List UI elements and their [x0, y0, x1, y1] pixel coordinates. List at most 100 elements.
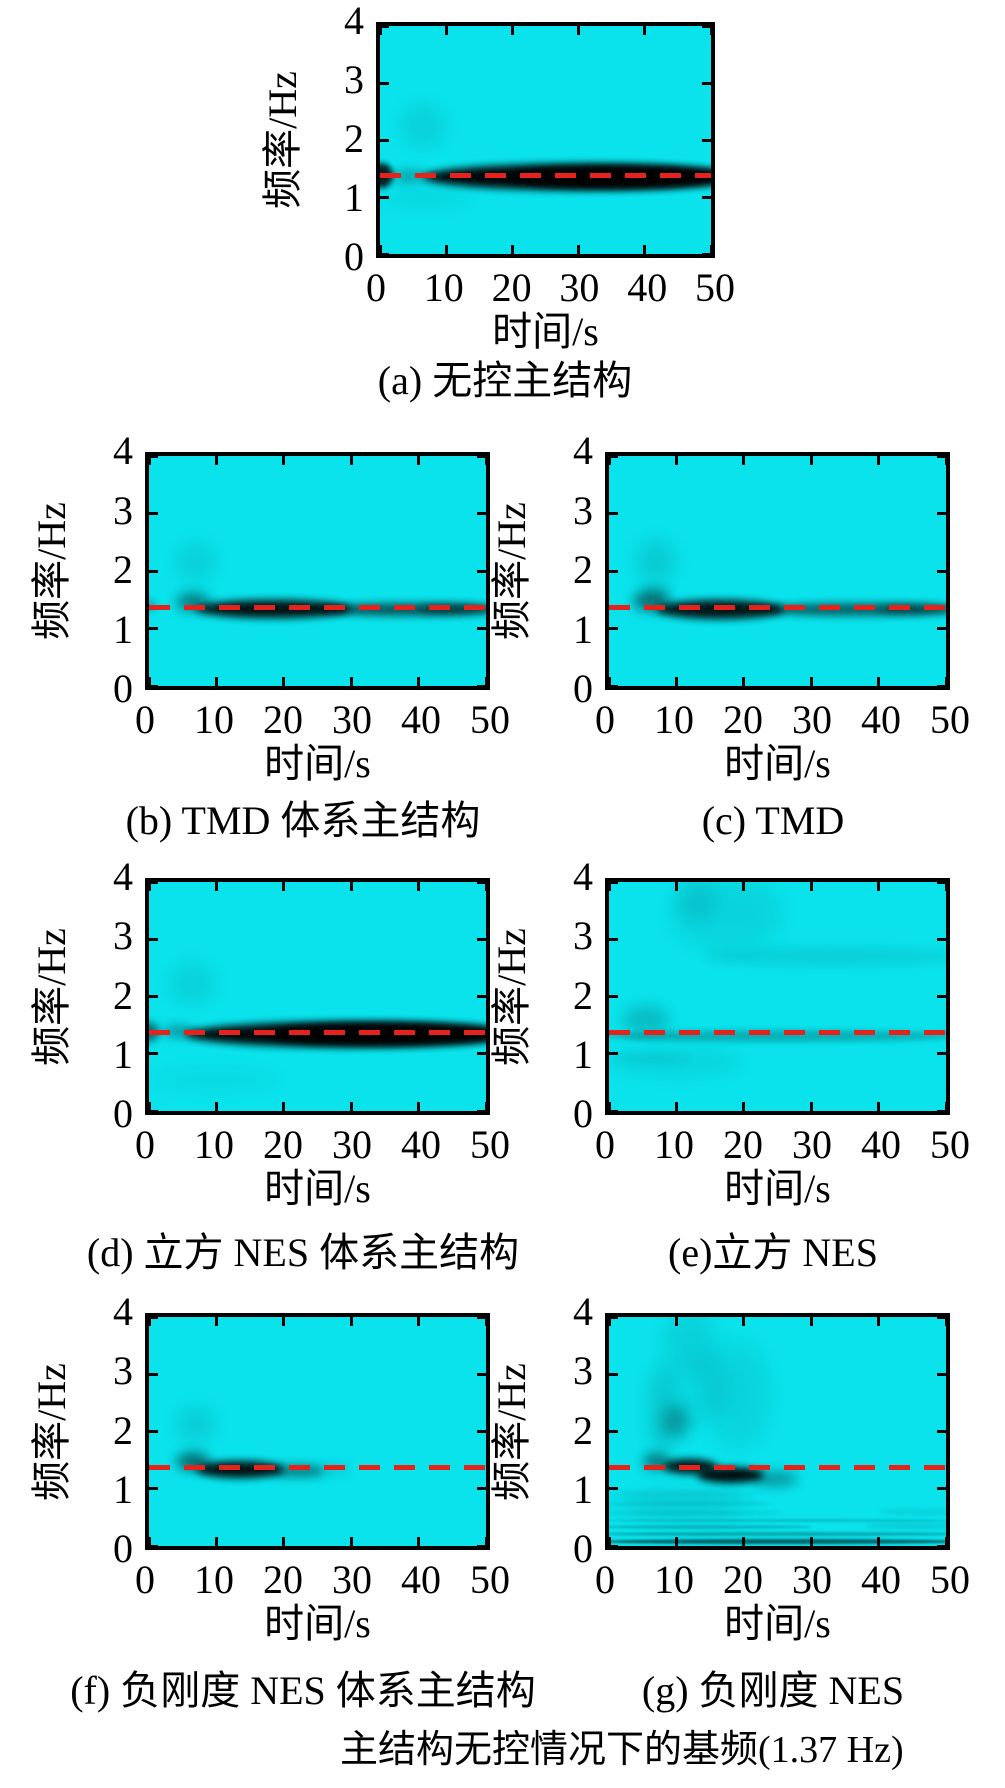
- x-tick-label: 30: [792, 1557, 832, 1602]
- x-tick-mark: [742, 1537, 746, 1546]
- energy-region: [635, 539, 677, 583]
- y-axis-label-text: 频率/Hz: [489, 502, 535, 640]
- y-tick-label: 0: [573, 666, 593, 711]
- x-tick-mark: [609, 456, 611, 465]
- x-tick-label: 30: [792, 697, 832, 742]
- y-tick-mark: [937, 1372, 946, 1376]
- energy-region: [609, 1501, 771, 1506]
- energy-region: [750, 1471, 798, 1486]
- x-axis-label: 时间/s: [724, 1601, 831, 1646]
- y-tick-mark: [477, 456, 486, 458]
- x-tick-mark: [510, 26, 514, 35]
- x-tick-mark: [809, 1317, 813, 1326]
- energy-region: [609, 1048, 744, 1077]
- x-tick-label: 50: [930, 697, 970, 742]
- y-tick-mark: [937, 882, 946, 884]
- caption-d: (d) 立方 NES 体系主结构: [86, 1230, 520, 1275]
- legend-dashed-line-swatch: [155, 1748, 301, 1754]
- energy-region: [609, 1491, 758, 1498]
- x-tick-mark: [742, 1317, 746, 1326]
- y-tick-mark: [937, 1430, 946, 1433]
- y-axis-label-text: 频率/Hz: [29, 927, 75, 1066]
- x-tick-mark: [417, 1317, 421, 1326]
- y-tick-mark: [477, 569, 486, 573]
- x-tick-label: 40: [861, 697, 901, 742]
- x-tick-mark: [349, 1537, 353, 1546]
- y-tick-label: 3: [573, 487, 593, 533]
- x-tick-mark: [809, 1102, 813, 1111]
- x-tick-label: 40: [861, 1122, 901, 1167]
- energy-region: [310, 1465, 352, 1475]
- y-tick-mark: [609, 937, 618, 941]
- x-tick-mark: [484, 677, 486, 686]
- x-tick-label: 40: [401, 1557, 441, 1602]
- x-tick-mark: [877, 882, 881, 891]
- x-tick-label: 0: [135, 1557, 155, 1602]
- x-tick-label: 10: [654, 1122, 694, 1167]
- x-tick-label: 50: [930, 1122, 970, 1167]
- x-tick-mark: [349, 1102, 353, 1111]
- y-tick-mark: [609, 882, 618, 884]
- x-tick-mark: [742, 456, 746, 465]
- x-tick-mark: [674, 882, 678, 891]
- x-tick-mark: [380, 245, 382, 254]
- energy-region: [622, 1005, 670, 1034]
- axes-e: [605, 878, 950, 1115]
- y-tick-mark: [702, 195, 711, 199]
- x-tick-mark: [417, 456, 421, 465]
- x-tick-mark: [417, 1537, 421, 1546]
- y-tick-mark: [702, 138, 711, 142]
- x-tick-mark: [674, 677, 678, 686]
- y-tick-label: 4: [573, 1289, 593, 1334]
- x-tick-mark: [742, 677, 746, 686]
- y-tick-label: 0: [344, 234, 364, 279]
- x-tick-mark: [349, 1317, 353, 1326]
- x-tick-label: 20: [263, 1557, 303, 1602]
- energy-region: [609, 1053, 690, 1063]
- y-tick-label: 2: [344, 116, 364, 161]
- energy-region: [703, 1339, 771, 1449]
- y-tick-mark: [702, 252, 711, 254]
- x-tick-label: 40: [401, 697, 441, 742]
- x-tick-label: 50: [470, 697, 510, 742]
- x-tick-label: 40: [401, 1122, 441, 1167]
- y-tick-mark: [937, 1487, 946, 1491]
- x-tick-label: 10: [423, 265, 464, 310]
- x-tick-label: 0: [366, 265, 386, 310]
- y-tick-mark: [149, 627, 158, 630]
- energy-region: [676, 1357, 731, 1421]
- x-tick-mark: [484, 882, 486, 891]
- y-tick-label: 0: [113, 1526, 133, 1571]
- x-tick-mark: [444, 26, 448, 35]
- energy-region: [609, 1532, 946, 1536]
- caption-b: (b) TMD 体系主结构: [125, 798, 481, 843]
- y-tick-label: 4: [344, 0, 364, 43]
- energy-region: [609, 1525, 812, 1529]
- x-tick-mark: [877, 1102, 881, 1111]
- y-tick-mark: [609, 1372, 618, 1376]
- y-tick-mark: [609, 1052, 618, 1056]
- x-tick-mark: [214, 677, 218, 686]
- x-tick-mark: [149, 882, 151, 891]
- y-tick-mark: [937, 1109, 946, 1111]
- x-tick-mark: [609, 1317, 611, 1326]
- x-tick-mark: [214, 1102, 218, 1111]
- x-tick-mark: [643, 26, 647, 35]
- y-tick-mark: [702, 26, 711, 28]
- y-axis-label: 频率/Hz: [485, 878, 534, 1115]
- y-tick-mark: [937, 1317, 946, 1319]
- caption-a: (a) 无控主结构: [377, 358, 633, 403]
- y-tick-mark: [609, 512, 618, 515]
- x-tick-mark: [444, 245, 448, 254]
- y-tick-mark: [149, 512, 158, 515]
- y-tick-mark: [380, 252, 389, 254]
- y-tick-label: 0: [113, 666, 133, 711]
- energy-region: [609, 1518, 946, 1522]
- y-axis-label-text: 频率/Hz: [29, 1362, 75, 1501]
- y-tick-mark: [477, 882, 486, 884]
- x-tick-mark: [742, 1102, 746, 1111]
- axes-c: [605, 452, 950, 690]
- y-tick-label: 1: [113, 1031, 133, 1077]
- y-tick-label: 4: [573, 428, 593, 473]
- y-tick-mark: [149, 1372, 158, 1376]
